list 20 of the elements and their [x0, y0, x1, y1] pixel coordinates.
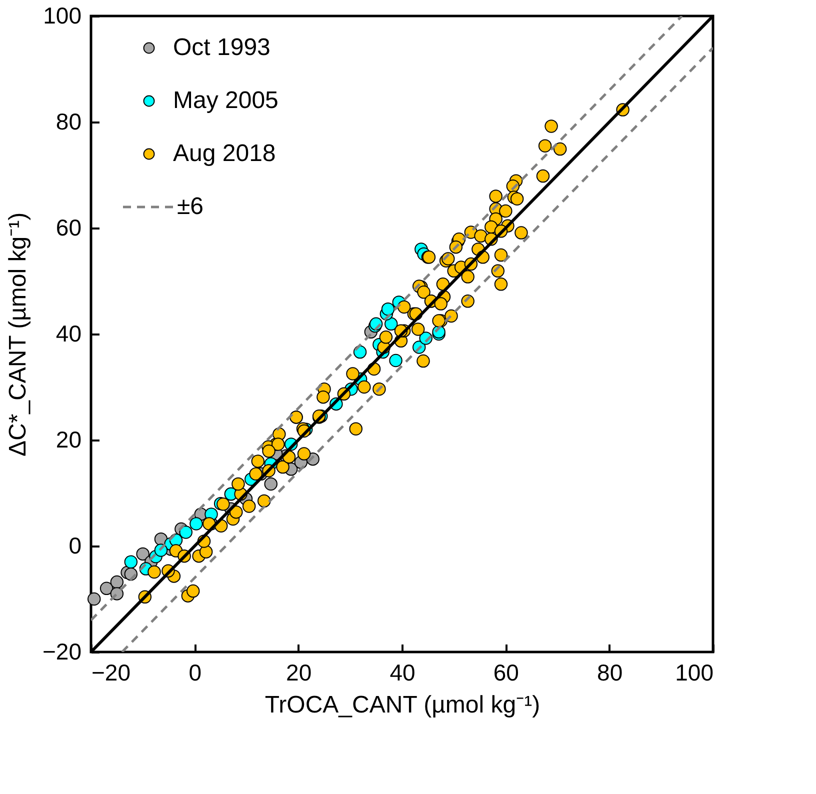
- y-tick-label: 0: [68, 532, 82, 558]
- x-tick-label: 60: [493, 660, 519, 686]
- legend-label: Aug 2018: [173, 140, 276, 167]
- x-axis-title: TrOCA_CANT (µmol kg⁻¹): [264, 692, 540, 718]
- legend-label: May 2005: [173, 87, 278, 114]
- legend-label: ±6: [177, 193, 204, 220]
- x-tick-label: −20: [92, 660, 131, 686]
- x-tick-label: 40: [390, 660, 416, 686]
- y-axis-title: ΔC*_CANT (µmol kg⁻¹): [4, 212, 32, 457]
- x-tick-label: 0: [188, 660, 202, 686]
- x-tick-label: 80: [597, 660, 623, 686]
- x-tick-label: 100: [675, 660, 714, 686]
- legend-label: Oct 1993: [173, 34, 270, 61]
- y-tick-label: 80: [56, 108, 82, 134]
- y-tick-label: 100: [43, 2, 82, 28]
- y-tick-label: −20: [42, 638, 82, 664]
- y-tick-label: 20: [56, 426, 82, 452]
- y-tick-label: 40: [56, 320, 82, 346]
- x-tick-label: 20: [286, 660, 312, 686]
- y-tick-label: 60: [56, 214, 82, 240]
